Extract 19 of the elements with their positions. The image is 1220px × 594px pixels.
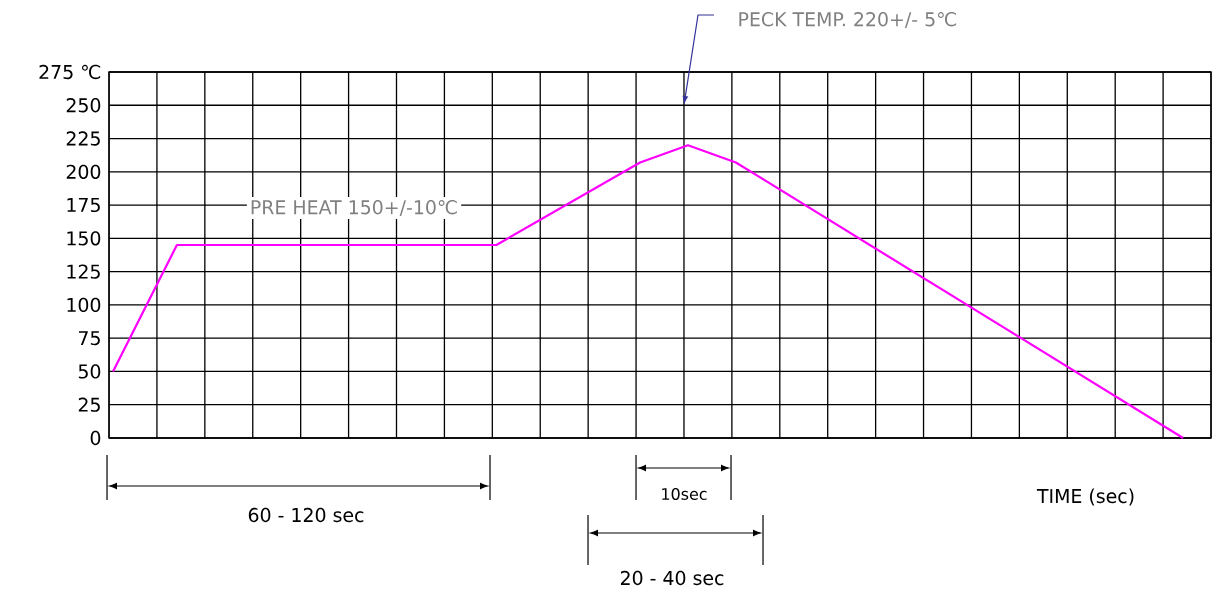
y-tick-label: 150: [67, 231, 101, 246]
y-tick-label: 250: [66, 98, 101, 113]
annotation: PRE HEAT 150+/-10℃: [251, 200, 457, 216]
y-tick-label: 0: [90, 430, 101, 446]
y-tick-label: 125: [67, 264, 100, 279]
x-axis-title: TIME (sec): [1036, 488, 1134, 506]
text: 20 - 40 sec: [620, 570, 724, 586]
y-tick-label: 75: [78, 331, 100, 346]
y-tick-label: 225: [66, 131, 100, 146]
y-tick-label: 100: [67, 297, 101, 313]
y-tick-label: 25: [78, 397, 100, 412]
text: PECK TEMP. 220+/- 5℃: [739, 12, 957, 28]
text: 60 - 120 sec: [248, 507, 364, 523]
y-tick-label: 175: [67, 198, 100, 213]
text: 10sec: [662, 487, 707, 501]
y-tick-label: 50: [78, 364, 101, 379]
y-tick-label: 275 ℃: [39, 64, 101, 80]
line-series: [111, 144, 1185, 440]
y-tick-label: 200: [66, 164, 101, 179]
